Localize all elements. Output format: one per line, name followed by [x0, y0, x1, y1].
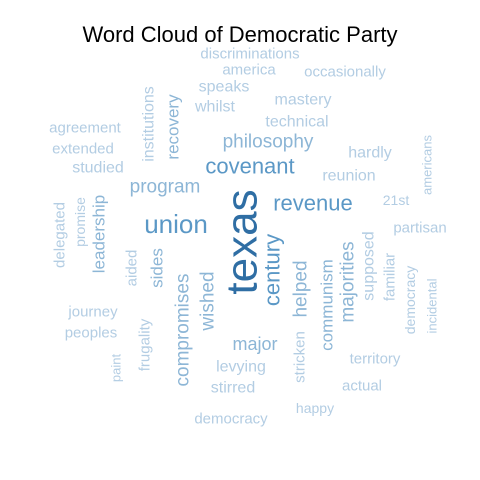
word-partisan-47: partisan: [393, 220, 446, 237]
word-communism-12: communism: [318, 259, 337, 351]
word-majorities-10: majorities: [338, 241, 359, 322]
word-revenue-3: revenue: [273, 191, 353, 216]
word-whilst-21: whilst: [194, 99, 236, 116]
word-speaks-20: speaks: [199, 79, 250, 96]
word-institutions-25: institutions: [141, 86, 158, 162]
word-stricken-38: stricken: [292, 331, 309, 383]
word-supposed-43: supposed: [361, 231, 378, 300]
word-leadership-14: leadership: [90, 195, 109, 273]
word-actual-41: actual: [342, 378, 382, 395]
chart-title: Word Cloud of Democratic Party: [82, 22, 398, 47]
word-paint-34: paint: [109, 354, 124, 383]
word-covenant-2: covenant: [205, 154, 294, 179]
word-frugality-35: frugality: [137, 318, 154, 371]
word-union-1: union: [144, 209, 208, 239]
word-journey-32: journey: [67, 304, 118, 321]
word-happy-40: happy: [296, 400, 334, 416]
word-recovery-15: recovery: [164, 94, 183, 160]
word-aided-31: aided: [124, 250, 141, 287]
word-compromises-7: compromises: [173, 274, 194, 387]
word-discriminations-24: discriminations: [200, 46, 299, 63]
word-major-11: major: [232, 334, 277, 354]
word-sides-13: sides: [148, 248, 167, 288]
word-wished-8: wished: [198, 271, 219, 331]
word-familiar-44: familiar: [382, 253, 399, 301]
word-studied-28: studied: [72, 160, 124, 177]
word-peoples-33: peoples: [65, 325, 118, 342]
word-promise-30: promise: [72, 197, 88, 247]
word-stirred-37: stirred: [211, 380, 255, 397]
word-21st-48: 21st: [383, 192, 410, 208]
word-century-4: century: [260, 234, 285, 306]
word-technical-17: technical: [265, 114, 328, 131]
word-helped-9: helped: [291, 260, 312, 317]
word-americans-49: americans: [420, 135, 435, 195]
word-america-22: america: [222, 62, 276, 79]
word-extended-27: extended: [52, 141, 114, 158]
word-levying-36: levying: [216, 359, 266, 376]
word-democracy-39: democracy: [194, 411, 268, 428]
word-reunion-19: reunion: [322, 168, 375, 185]
word-philosophy-6: philosophy: [223, 132, 314, 153]
word-delegated-29: delegated: [52, 202, 69, 268]
word-territory-42: territory: [350, 351, 401, 368]
word-occasionally-23: occasionally: [304, 64, 386, 81]
word-incidental-46: incidental: [425, 278, 440, 333]
word-democracy-45: democracy: [402, 266, 418, 334]
word-agreement-26: agreement: [49, 120, 122, 137]
word-program-5: program: [130, 177, 201, 198]
word-hardly-18: hardly: [348, 145, 392, 162]
word-mastery-16: mastery: [275, 92, 332, 109]
word-texas-0: texas: [218, 189, 267, 294]
